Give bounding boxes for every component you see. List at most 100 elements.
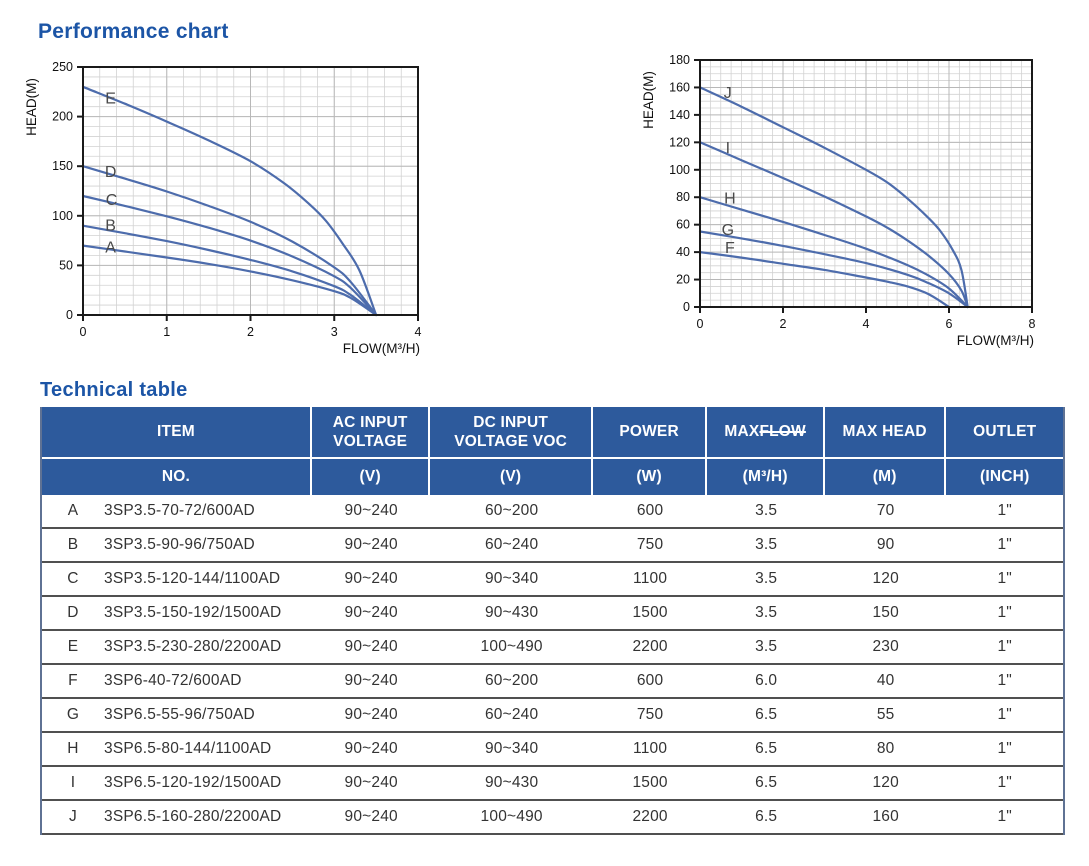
model-number: 3SP3.5-120-144/1100AD [104,570,281,587]
table-row-I: I 3SP6.5-120-192/1500AD 90~240 90~430 1500 6.… [42,767,1063,801]
item-cell: H 3SP6.5-80-144/1100AD [42,733,312,765]
curve-label-H: H [724,191,736,208]
column-unit-dc: (V) [430,459,593,495]
max-head-cell: 80 [876,740,895,757]
outlet-cell: 1" [997,570,1012,587]
dc-cell: 90~340 [484,740,539,757]
curve-label-C: C [106,192,118,209]
x-tick-label: 3 [331,325,338,339]
curve-H [698,196,969,309]
column-unit-power: (W) [593,459,708,495]
max-head-cell: 120 [872,570,899,587]
performance-chart-6.5: 0 2 4 6 8020406080100120140160180HEAD(M)FLOW… [641,53,1036,348]
max-head-cell: 150 [872,604,899,621]
technical-table-title: Technical table [40,379,188,401]
model-number: 3SP3.5-70-72/600AD [104,502,255,519]
y-tick-label: 50 [59,258,73,272]
item-cell: F 3SP6-40-72/600AD [42,665,312,697]
max-flow-cell: 6.0 [755,672,778,689]
power-cell: 600 [636,672,664,689]
curve-D [81,165,378,317]
ac-cell: 90~240 [344,604,398,621]
row-letter: J [69,808,77,825]
curve-G [698,230,969,309]
table-row-F: F 3SP6-40-72/600AD 90~240 60~200 600 6.0 40 1" [42,665,1063,699]
item-cell: G 3SP6.5-55-96/750AD [42,699,312,731]
max-head-cell: 90 [876,536,895,553]
x-tick-label: 0 [697,317,704,331]
column-header-outlet: OUTLET [946,407,1063,459]
table-row-H: H 3SP6.5-80-144/1100AD 90~240 90~340 1100 6.5… [42,733,1063,767]
power-cell: 2200 [632,638,668,655]
model-number: 3SP3.5-230-280/2200AD [104,638,282,655]
dc-cell: 100~490 [480,808,543,825]
dc-cell: 90~340 [484,570,539,587]
curve-F [698,251,951,309]
table-body: A 3SP3.5-70-72/600AD 90~240 60~200 600 3.5 70 1… [42,495,1063,835]
curve-C [81,194,378,317]
ac-cell: 90~240 [344,570,398,587]
outlet-cell: 1" [997,604,1012,621]
x-tick-label: 1 [163,325,170,339]
model-number: 3SP6.5-55-96/750AD [104,706,255,723]
dc-cell: 90~430 [484,774,539,791]
y-tick-label: 200 [52,110,73,124]
column-header-max_head: MAX HEAD [824,407,947,459]
curve-label-E: E [105,91,116,108]
max-head-cell: 160 [872,808,899,825]
y-tick-label: 140 [669,108,690,122]
row-letter: B [67,536,79,553]
y-tick-label: 0 [66,308,73,322]
power-cell: 1100 [633,740,668,757]
column-unit-ac: (V) [312,459,431,495]
power-cell: 750 [636,706,664,723]
max-head-cell: 120 [872,774,899,791]
curve-J [698,86,969,309]
performance-chart-title: Performance chart [38,20,229,43]
curve-E [81,85,378,317]
item-cell: E 3SP3.5-230-280/2200AD [42,631,312,663]
max-flow-cell: 6.5 [755,774,778,791]
power-cell: 600 [636,502,664,519]
outlet-cell: 1" [997,740,1012,757]
ac-cell: 90~240 [344,706,398,723]
item-cell: C 3SP3.5-120-144/1100AD [42,563,312,595]
max-head-cell: 55 [876,706,895,723]
y-tick-label: 60 [676,218,690,232]
column-unit-item: NO. [42,459,312,495]
max-head-cell: 40 [876,672,895,689]
technical-table: ITEM AC INPUT VOLTAGE DC INPUT VOLTAGE VOC… [40,407,1065,835]
outlet-cell: 1" [997,536,1012,553]
curve-I [698,141,969,309]
dc-cell: 60~200 [484,502,539,519]
dc-cell: 90~430 [484,604,539,621]
curve-label-J: J [724,85,732,102]
max-flow-cell: 6.5 [755,740,778,757]
curve-A [81,244,378,317]
max-head-cell: 70 [876,502,895,519]
x-tick-label: 0 [80,325,87,339]
power-cell: 750 [636,536,664,553]
model-number: 3SP3.5-150-192/1500AD [104,604,282,621]
table-row-G: G 3SP6.5-55-96/750AD 90~240 60~240 750 6.5 55 1… [42,699,1063,733]
curve-label-D: D [105,164,117,181]
max-flow-cell: 3.5 [755,638,778,655]
y-tick-label: 100 [52,209,73,223]
power-cell: 1100 [633,570,668,587]
column-header-item: ITEM [42,407,312,459]
curve-B [81,224,378,317]
y-tick-label: 250 [52,60,73,74]
x-tick-label: 6 [946,317,953,331]
column-header-power: POWER [592,407,708,459]
column-unit-outlet: (INCH) [980,468,1030,486]
x-tick-label: 2 [780,317,787,331]
x-tick-label: 2 [247,325,254,339]
curve-label-I: I [726,140,730,157]
row-letter: H [67,740,79,757]
column-unit-max_flow: (M³/H) [707,459,825,495]
x-tick-label: 8 [1029,317,1036,331]
item-cell: I 3SP6.5-120-192/1500AD [42,767,312,799]
dc-cell: 100~490 [480,638,543,655]
item-cell: D 3SP3.5-150-192/1500AD [42,597,312,629]
curve-label-A: A [105,240,116,257]
